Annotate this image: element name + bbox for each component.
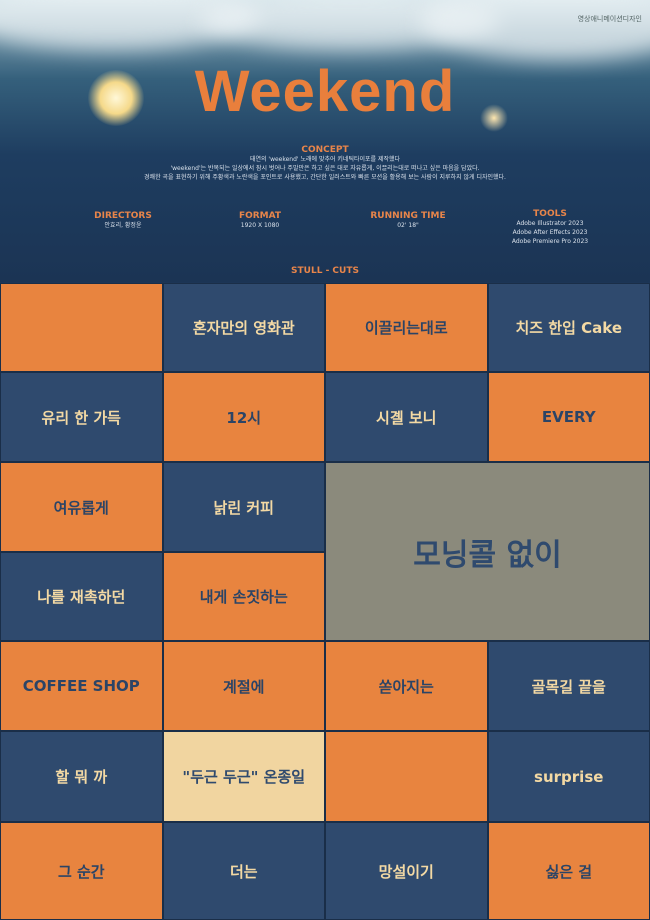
still-cut-text: 12시 bbox=[226, 408, 262, 427]
format-value: 1920 X 1080 bbox=[240, 222, 280, 229]
still-cut: 모닝콜 없이 bbox=[325, 462, 650, 641]
still-cut-text: 낡린 커피 bbox=[213, 498, 274, 517]
directors-value: 안효리, 황정윤 bbox=[104, 222, 142, 229]
sun-glow bbox=[88, 70, 144, 126]
still-cut: 계절에 bbox=[162, 641, 325, 731]
concept-line: 태연의 'weekend' 노래에 맞추어 키네틱타이포를 제작했다 bbox=[249, 156, 401, 163]
concept-section: CONCEPT 태연의 'weekend' 노래에 맞추어 키네틱타이포를 제작… bbox=[0, 145, 650, 182]
still-cut: 낡린 커피 bbox=[162, 462, 325, 552]
still-cut: 이끌리는대로 bbox=[325, 283, 488, 372]
tool-item: Adobe Premiere Pro 2023 bbox=[511, 238, 589, 245]
tools: TOOLS Adobe Illustrator 2023 Adobe After E… bbox=[485, 209, 615, 246]
still-cut-text: 나를 재촉하던 bbox=[37, 588, 126, 606]
still-cut: 싫은 걸 bbox=[487, 822, 650, 920]
still-cut: 유리 한 가득 bbox=[0, 372, 163, 462]
still-cut: 여유롭게 bbox=[0, 462, 163, 552]
still-cut bbox=[325, 731, 488, 822]
still-cut bbox=[0, 283, 163, 372]
still-cut: 12시 bbox=[162, 372, 325, 462]
still-cut-text: 유리 한 가득 bbox=[41, 408, 121, 427]
still-cut-text: 내게 손짓하는 bbox=[199, 588, 288, 606]
tool-item: Adobe After Effects 2023 bbox=[512, 229, 588, 236]
subject-label: 영상애니메이션디자인 bbox=[577, 15, 642, 23]
still-cut: 망설이기 bbox=[325, 822, 488, 920]
still-cut-text: 골목길 끝을 bbox=[531, 677, 606, 696]
running-time-value: 02' 18" bbox=[397, 222, 419, 229]
lens-flare bbox=[480, 104, 508, 132]
concept-heading: CONCEPT bbox=[301, 145, 349, 155]
still-cut-text: 치즈 한입 Cake bbox=[515, 319, 623, 337]
hero-banner: 영상애니메이션디자인 Weekend CONCEPT 태연의 'weekend'… bbox=[0, 0, 650, 282]
still-cut: "두근 두근" 온종일 bbox=[162, 731, 325, 822]
still-cut: 혼자만의 영화관 bbox=[162, 283, 325, 372]
still-cut: surprise bbox=[487, 731, 650, 822]
tool-item: Adobe Illustrator 2023 bbox=[516, 220, 584, 227]
still-cut-text: 시곌 보니 bbox=[376, 408, 437, 427]
stills-grid: 혼자만의 영화관 이끌리는대로 치즈 한입 Cake 유리 한 가득 12시 시곌 보니 E… bbox=[0, 283, 650, 920]
still-cut-text: 싫은 걸 bbox=[545, 862, 593, 881]
still-cut-text: surprise bbox=[534, 767, 604, 786]
running-time: RUNNING TIME 02' 18" bbox=[343, 211, 473, 230]
still-cut: 나를 재촉하던 bbox=[0, 552, 163, 641]
still-cut-text: 쏟아지는 bbox=[378, 677, 434, 696]
page-title: Weekend bbox=[194, 59, 456, 124]
still-cut-text: 혼자만의 영화관 bbox=[192, 319, 295, 337]
still-cut: 쏟아지는 bbox=[325, 641, 488, 731]
tools-heading: TOOLS bbox=[533, 209, 567, 219]
still-cut-text: 계절에 bbox=[223, 677, 265, 696]
still-cut-text: 망설이기 bbox=[378, 862, 434, 881]
format-heading: FORMAT bbox=[238, 211, 282, 221]
cuts-heading: STULL - CUTS bbox=[291, 266, 359, 276]
still-cut-text: 더는 bbox=[229, 862, 258, 881]
still-cut: COFFEE SHOP bbox=[0, 641, 163, 731]
concept-line: 경쾌한 곡을 표현하기 위해 주황색과 노란색을 포인트로 사용했고, 간단한 … bbox=[144, 174, 506, 181]
still-cut: 내게 손짓하는 bbox=[162, 552, 325, 641]
still-cut: 치즈 한입 Cake bbox=[487, 283, 650, 372]
running-time-heading: RUNNING TIME bbox=[370, 211, 446, 221]
still-cut: 골목길 끝을 bbox=[487, 641, 650, 731]
directors: DIRECTORS 안효리, 황정윤 bbox=[58, 211, 188, 230]
still-cut-text: COFFEE SHOP bbox=[22, 677, 140, 695]
still-cut-text: 이끌리는대로 bbox=[364, 319, 448, 337]
still-cut: 더는 bbox=[162, 822, 325, 920]
still-cut: 그 순간 bbox=[0, 822, 163, 920]
still-cut-text: EVERY bbox=[541, 408, 596, 426]
still-cut-text: 그 순간 bbox=[57, 862, 105, 881]
still-cut: 할 뭐 까 bbox=[0, 731, 163, 822]
directors-heading: DIRECTORS bbox=[94, 211, 152, 221]
still-cut-text: 할 뭐 까 bbox=[55, 768, 108, 786]
format: FORMAT 1920 X 1080 bbox=[195, 211, 325, 230]
still-cut-text: "두근 두근" 온종일 bbox=[182, 768, 306, 786]
still-cut: 시곌 보니 bbox=[325, 372, 488, 462]
concept-line: 'weekend'는 반복되는 일상에서 잠시 벗어나 주말만은 하고 싶은 대… bbox=[170, 165, 480, 172]
still-cut-text: 모닝콜 없이 bbox=[413, 537, 562, 573]
still-cut-text: 여유롭게 bbox=[53, 498, 109, 517]
still-cut: EVERY bbox=[487, 372, 650, 462]
